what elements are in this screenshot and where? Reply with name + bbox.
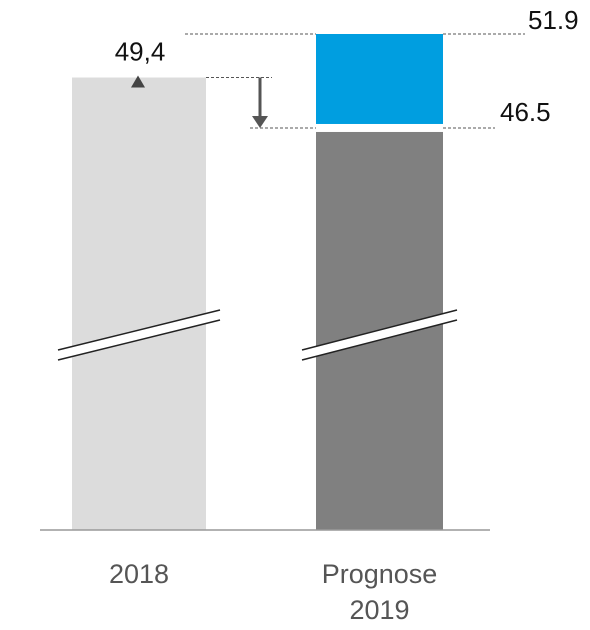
x-tick-label: Prognose 2019 [321,559,438,625]
value-label: 49,4 [115,36,166,66]
arrow-head [252,115,268,128]
value-label: 51.9 [528,5,579,35]
value-label: 46.5 [500,97,551,127]
forecast-range [316,34,443,124]
axis-break-line [301,319,458,361]
arrow-marker [131,75,145,88]
axis-break-line [301,309,458,351]
axis-break [58,310,220,360]
axis-break [302,310,457,360]
axis-break-line [57,319,221,361]
x-tick-label: 2018 [108,559,170,589]
axis-break-line [57,309,221,351]
bar [72,77,206,530]
